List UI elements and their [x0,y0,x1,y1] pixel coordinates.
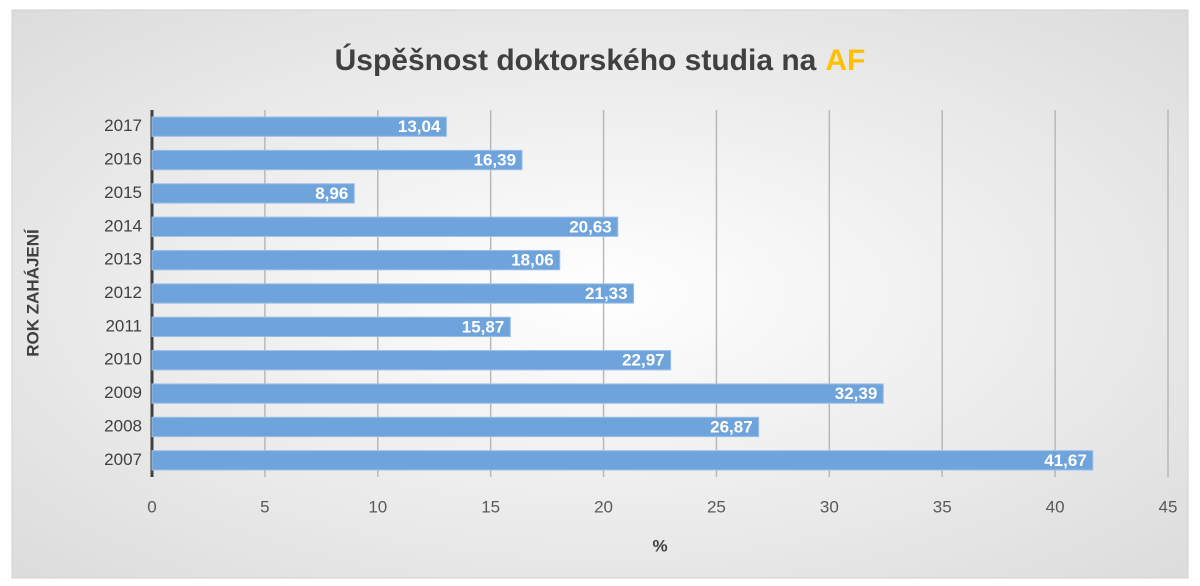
title-part: Úspěšnost doktorského studia na [335,43,817,77]
bar [151,216,619,237]
value-label: 8,96 [315,184,348,203]
bar [151,183,355,204]
value-label: 13,04 [398,117,441,136]
y-tick-label: 2010 [104,350,142,369]
y-tick-label: 2012 [104,283,142,302]
value-label: 22,97 [622,351,665,370]
bar [151,149,523,171]
value-label: 21,33 [585,284,628,303]
bar [151,316,511,338]
x-tick-label: 15 [481,497,500,516]
x-tick-label: 25 [707,497,726,516]
bar [151,283,635,304]
x-tick-label: 20 [594,497,613,516]
x-tick-label: 0 [147,497,156,516]
value-label: 32,39 [835,384,878,403]
x-tick-label: 10 [368,497,387,516]
value-label: 26,87 [710,417,753,436]
value-label: 20,63 [569,217,612,236]
y-tick-label: 2008 [104,416,142,435]
x-tick-label: 5 [260,497,269,516]
value-label: 41,67 [1044,451,1087,470]
bar [151,383,884,404]
y-tick-label: 2007 [104,450,142,469]
title-part: AF [825,44,865,77]
bar [151,450,1094,471]
value-label: 16,39 [474,151,517,170]
y-tick-label: 2011 [105,316,142,335]
value-label: 18,06 [511,251,554,270]
y-tick-label: 2014 [104,216,142,235]
y-tick-label: 2016 [104,150,142,169]
y-tick-label: 2017 [104,116,142,135]
x-axis-title: % [652,536,667,555]
bar [151,350,672,371]
bar [151,416,760,438]
y-axis-title: ROK ZAHÁJENÍ [23,228,42,357]
y-tick-label: 2015 [104,183,142,202]
x-tick-label: 30 [820,497,839,516]
chart-title: Úspěšnost doktorského studia na AF [335,43,866,77]
bar [151,116,447,137]
x-tick-label: 45 [1159,497,1178,516]
x-tick-label: 35 [933,497,952,516]
y-tick-label: 2013 [104,250,142,269]
y-tick-label: 2009 [104,383,142,402]
bar [151,249,561,271]
x-tick-label: 40 [1046,497,1065,516]
value-label: 15,87 [462,317,505,336]
